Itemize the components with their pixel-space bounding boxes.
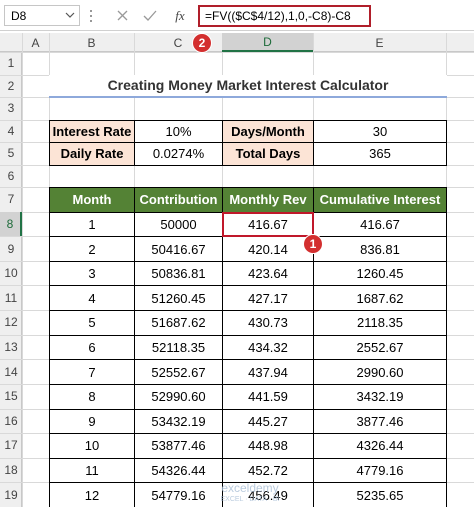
table-cell: 3877.46 [313,408,447,435]
row-header: 12 [4,315,18,330]
table-cell: 51260.45 [134,285,223,312]
table-cell: 50000 [134,211,223,238]
grid-line [22,33,23,507]
table-cell: 2118.35 [313,310,447,336]
row-header: 7 [7,192,15,207]
selected-cell [222,211,314,238]
table-cell: 10 [49,433,135,459]
table-header: Contribution [134,187,223,213]
table-cell: 2990.60 [313,359,447,385]
table-cell: 7 [49,359,135,385]
table-cell: 53432.19 [134,408,223,435]
table-cell: 4779.16 [313,457,447,484]
table-cell: 50836.81 [134,260,223,287]
table-cell: 2 [49,236,135,262]
table-header: Month [49,187,135,213]
table-cell: 1687.62 [313,285,447,312]
table-cell: 448.98 [222,433,314,459]
table-cell: 11 [49,457,135,484]
table-cell: 1260.45 [313,260,447,287]
table-cell: 427.17 [222,285,314,312]
row-header: 19 [4,487,18,502]
row-header: 11 [4,290,18,305]
table-cell: 4326.44 [313,433,447,459]
table-cell: 5235.65 [313,482,447,507]
row-header: 1 [7,56,15,71]
fx-button[interactable]: fx [175,8,185,23]
row-header: 4 [7,123,15,138]
row-header: 5 [7,146,15,161]
watermark-tagline: EXCEL · DATA · BI [220,495,280,503]
table-cell: 416.67 [313,211,447,238]
table-cell: 445.27 [222,408,314,435]
row-header: 8 [0,211,22,237]
column-header: E [375,35,384,50]
table-cell: 836.81 [313,236,447,262]
row-header: 18 [4,463,18,478]
formula-icons [65,10,157,22]
table-cell: 4 [49,285,135,312]
input-label: Interest Rate [49,119,135,143]
table-cell: 2552.67 [313,334,447,361]
callout-badge: 2 [192,33,212,53]
table-cell: 452.72 [222,457,314,484]
table-cell: 8 [49,383,135,410]
table-cell: 54779.16 [134,482,223,507]
table-cell: 52990.60 [134,383,223,410]
watermark-name: exceldemy [221,481,279,495]
table-cell: 423.64 [222,260,314,287]
table-cell: 434.32 [222,334,314,361]
row-header: 16 [4,413,18,428]
input-value: 10% [134,119,223,143]
row-header: 14 [4,364,18,379]
table-cell: 420.14 [222,236,314,262]
formula-input[interactable]: =FV(($C$4/12),1,0,-C8)-C8 [198,5,371,27]
column-header: C [173,35,183,50]
column-header: A [31,35,40,50]
grid-line [0,52,474,53]
table-cell: 6 [49,334,135,361]
table-cell: 51687.62 [134,310,223,336]
table-cell: 430.73 [222,310,314,336]
table-cell: 5 [49,310,135,336]
input-label: Total Days [222,142,314,166]
table-cell: 456.49 [222,482,314,507]
column-header: B [87,35,96,50]
name-box[interactable]: D8 [4,5,80,26]
input-value: 365 [313,142,447,166]
input-value: 0.0274% [134,142,223,166]
row-header-bar [0,52,22,507]
row-header: 10 [4,266,18,281]
table-cell: 437.94 [222,359,314,385]
table-cell: 52552.67 [134,359,223,385]
table-cell: 441.59 [222,383,314,410]
row-header: 3 [7,101,15,116]
table-cell: 1 [49,211,135,238]
table-cell: 9 [49,408,135,435]
table-cell: 3432.19 [313,383,447,410]
input-value: 30 [313,119,447,143]
callout-badge: 1 [303,234,323,254]
row-header: 17 [4,438,18,453]
row-header: 13 [4,340,18,355]
table-cell: 53877.46 [134,433,223,459]
table-header: Cumulative Interest [313,187,447,213]
row-header: 15 [4,389,18,404]
row-header: 9 [7,241,15,256]
input-label: Daily Rate [49,142,135,166]
table-cell: 52118.35 [134,334,223,361]
table-cell: 54326.44 [134,457,223,484]
table-cell: 12 [49,482,135,507]
column-header: D [222,33,313,52]
sheet-title: Creating Money Market Interest Calculato… [49,74,447,98]
table-header: Monthly Rev [222,187,314,213]
table-cell: 50416.67 [134,236,223,262]
input-label: Days/Month [222,119,314,143]
table-cell: 3 [49,260,135,287]
row-header: 6 [7,168,15,183]
row-header: 2 [7,78,15,93]
